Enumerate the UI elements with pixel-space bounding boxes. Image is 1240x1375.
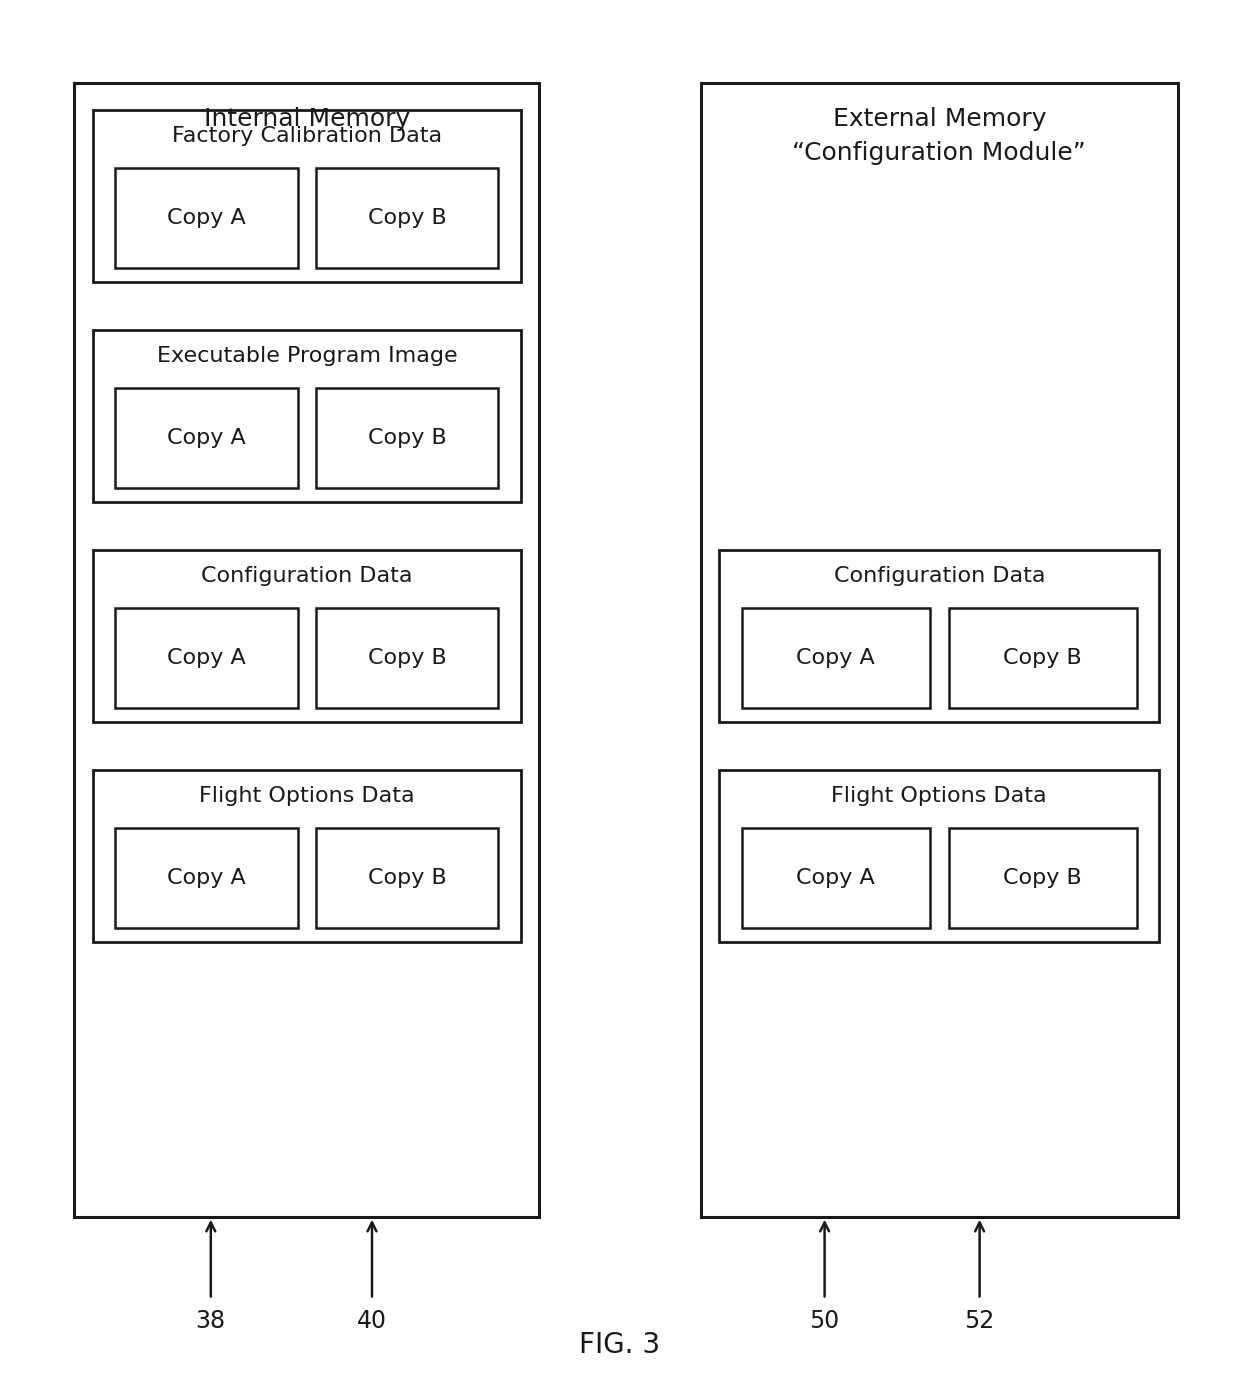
Text: Factory Calibration Data: Factory Calibration Data: [172, 126, 441, 147]
FancyBboxPatch shape: [316, 169, 498, 268]
Text: Copy B: Copy B: [368, 648, 446, 668]
FancyBboxPatch shape: [74, 82, 539, 1217]
Text: Configuration Data: Configuration Data: [833, 566, 1045, 587]
FancyBboxPatch shape: [316, 608, 498, 708]
FancyBboxPatch shape: [93, 110, 521, 282]
Text: FIG. 3: FIG. 3: [579, 1331, 661, 1358]
Text: Copy B: Copy B: [368, 208, 446, 228]
Text: Copy A: Copy A: [167, 868, 246, 888]
FancyBboxPatch shape: [719, 550, 1159, 722]
Text: Copy A: Copy A: [167, 208, 246, 228]
FancyBboxPatch shape: [115, 828, 298, 928]
Text: Copy B: Copy B: [1003, 648, 1083, 668]
FancyBboxPatch shape: [742, 608, 930, 708]
Text: Copy A: Copy A: [167, 648, 246, 668]
FancyBboxPatch shape: [701, 82, 1178, 1217]
FancyBboxPatch shape: [93, 330, 521, 502]
FancyBboxPatch shape: [93, 550, 521, 722]
Text: Copy A: Copy A: [796, 868, 875, 888]
Text: Copy B: Copy B: [368, 868, 446, 888]
Text: Copy B: Copy B: [1003, 868, 1083, 888]
FancyBboxPatch shape: [93, 770, 521, 942]
Text: 40: 40: [357, 1309, 387, 1332]
FancyBboxPatch shape: [949, 608, 1137, 708]
Text: Internal Memory: Internal Memory: [203, 107, 410, 131]
Text: Copy B: Copy B: [368, 428, 446, 448]
FancyBboxPatch shape: [719, 770, 1159, 942]
Text: Flight Options Data: Flight Options Data: [200, 786, 414, 807]
Text: 50: 50: [810, 1309, 839, 1332]
FancyBboxPatch shape: [115, 169, 298, 268]
FancyBboxPatch shape: [115, 389, 298, 488]
FancyBboxPatch shape: [115, 608, 298, 708]
FancyBboxPatch shape: [742, 828, 930, 928]
Text: Configuration Data: Configuration Data: [201, 566, 413, 587]
Text: 38: 38: [196, 1309, 226, 1332]
Text: Flight Options Data: Flight Options Data: [832, 786, 1047, 807]
Text: Copy A: Copy A: [796, 648, 875, 668]
FancyBboxPatch shape: [316, 828, 498, 928]
Text: Copy A: Copy A: [167, 428, 246, 448]
FancyBboxPatch shape: [949, 828, 1137, 928]
Text: External Memory
“Configuration Module”: External Memory “Configuration Module”: [792, 107, 1086, 165]
Text: 52: 52: [965, 1309, 994, 1332]
FancyBboxPatch shape: [316, 389, 498, 488]
Text: Executable Program Image: Executable Program Image: [156, 346, 458, 367]
